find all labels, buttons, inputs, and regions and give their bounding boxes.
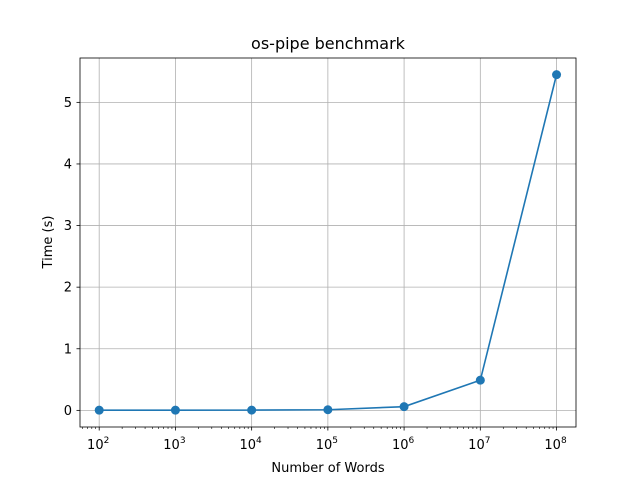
x-tick-label: 104	[240, 436, 263, 453]
data-point	[475, 375, 485, 385]
data-point	[399, 402, 409, 412]
data-point	[170, 405, 180, 415]
y-tick-label: 2	[64, 281, 72, 296]
y-tick-label: 0	[64, 404, 72, 419]
data-point	[94, 405, 104, 415]
x-tick-label: 107	[468, 436, 490, 453]
y-tick-label: 5	[64, 96, 72, 111]
y-axis-label: Time (s)	[41, 216, 56, 270]
x-tick-label: 105	[316, 436, 338, 453]
y-tick-label: 1	[64, 342, 72, 357]
x-tick-label: 102	[87, 436, 109, 453]
data-point	[323, 405, 333, 415]
x-axis-ticks: 102 103 104 105 106 107 108	[81, 427, 567, 453]
y-tick-label: 3	[64, 219, 72, 234]
y-axis-ticks: 0 1 2 3 4 5	[64, 96, 80, 419]
data-point	[552, 70, 562, 80]
grid	[80, 58, 576, 427]
x-tick-label: 106	[392, 436, 415, 453]
y-tick-label: 4	[64, 157, 72, 172]
data-point	[247, 405, 257, 415]
x-tick-label: 103	[163, 436, 185, 453]
series-layer	[94, 70, 562, 415]
chart-title: os-pipe benchmark	[251, 34, 406, 53]
x-axis-label: Number of Words	[271, 461, 384, 476]
x-tick-label: 108	[544, 436, 567, 453]
series-markers	[94, 70, 562, 415]
